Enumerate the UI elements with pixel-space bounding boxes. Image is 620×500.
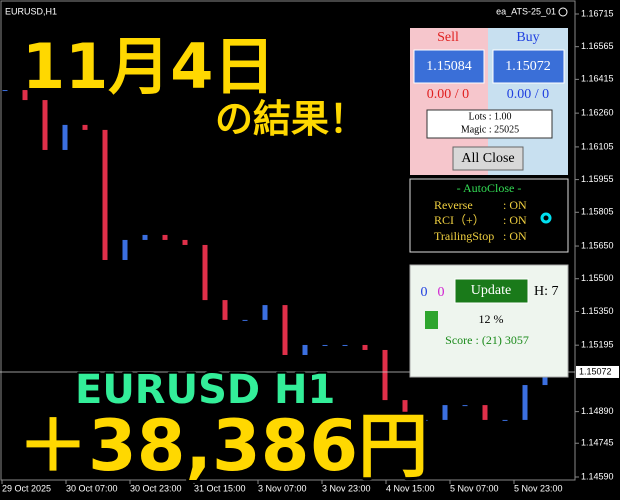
x-tick-label: 3 Nov 07:00 bbox=[258, 483, 307, 493]
candle bbox=[22, 90, 28, 101]
y-tick-label: 1.15955 bbox=[581, 174, 614, 184]
candle bbox=[402, 400, 408, 420]
progress-block bbox=[425, 311, 438, 329]
y-tick-label: 1.16260 bbox=[581, 108, 614, 118]
profit-overlay: ＋38,386円 bbox=[18, 405, 428, 487]
x-tick-label: 4 Nov 15:00 bbox=[386, 483, 435, 493]
result-overlay: の結果！ bbox=[215, 97, 367, 141]
sell-price[interactable]: 1.15084 bbox=[426, 59, 472, 74]
rule-name: Reverse bbox=[434, 198, 473, 212]
candle bbox=[442, 405, 448, 420]
candle bbox=[182, 239, 188, 245]
y-tick-label: 1.15350 bbox=[581, 306, 614, 316]
rule-name: RCI（+） bbox=[434, 213, 485, 227]
rule-state: : ON bbox=[503, 229, 527, 243]
update-label[interactable]: Update bbox=[471, 283, 511, 298]
candle bbox=[262, 305, 268, 320]
candle bbox=[62, 124, 68, 150]
price-chart: 1.16715 1.16565 1.16415 1.16260 1.16105 1.159… bbox=[0, 8, 619, 493]
y-tick-label: 1.14745 bbox=[581, 438, 614, 448]
autoclose-title: - AutoClose - bbox=[457, 181, 522, 195]
chart-frame bbox=[0, 0, 576, 481]
candle bbox=[242, 319, 248, 321]
buy-button[interactable] bbox=[492, 49, 565, 84]
rule-state: : ON bbox=[503, 213, 527, 227]
current-price-box bbox=[576, 365, 619, 378]
magic: Magic : 25025 bbox=[461, 124, 519, 135]
status-indicator bbox=[540, 212, 552, 224]
candle bbox=[2, 90, 8, 92]
candle bbox=[162, 234, 168, 240]
y-tick-label: 1.16105 bbox=[581, 141, 614, 151]
sell-button[interactable] bbox=[413, 49, 485, 84]
smiley bbox=[558, 7, 568, 17]
x-tick-label: 5 Nov 07:00 bbox=[450, 483, 499, 493]
candle bbox=[82, 124, 88, 130]
y-tick-label: 1.16715 bbox=[581, 8, 614, 18]
candle bbox=[42, 100, 48, 150]
candle bbox=[322, 344, 328, 346]
candle bbox=[502, 419, 508, 421]
sell-pl: 0.00 / 0 bbox=[427, 87, 469, 102]
candle bbox=[362, 344, 368, 350]
candle bbox=[282, 305, 288, 355]
percent: 12 % bbox=[479, 312, 504, 326]
x-tick-label: 30 Oct 23:00 bbox=[130, 483, 182, 493]
hours: H: 7 bbox=[534, 284, 559, 299]
x-tick-label: 3 Nov 23:00 bbox=[322, 483, 371, 493]
y-tick-label: 1.15650 bbox=[581, 240, 614, 250]
candle bbox=[142, 234, 148, 240]
all-close-button[interactable] bbox=[452, 146, 524, 171]
x-tick-label: 31 Oct 15:00 bbox=[194, 483, 246, 493]
buy-pl: 0.00 / 0 bbox=[507, 87, 549, 102]
buy-label: Buy bbox=[516, 30, 539, 45]
y-tick-label: 1.15195 bbox=[581, 340, 614, 350]
x-tick-label: 29 Oct 2025 bbox=[2, 483, 51, 493]
y-tick-label: 1.16415 bbox=[581, 74, 614, 84]
candle bbox=[382, 349, 388, 401]
symbol: EURUSD,H1 bbox=[5, 6, 57, 16]
y-tick-label: 1.16565 bbox=[581, 41, 614, 51]
current-price-label: 1.15072 bbox=[579, 366, 612, 376]
candle bbox=[102, 129, 108, 260]
y-tick-label: 1.14590 bbox=[581, 471, 614, 481]
candle bbox=[222, 300, 228, 320]
score: Score : (21) 3057 bbox=[445, 333, 529, 347]
candle bbox=[422, 419, 428, 421]
candle bbox=[122, 239, 128, 260]
lots: Lots : 1.00 bbox=[468, 111, 511, 122]
candle bbox=[342, 344, 348, 346]
rule-state: : ON bbox=[503, 198, 527, 212]
candle bbox=[522, 385, 528, 420]
info-box bbox=[426, 109, 553, 139]
candle bbox=[462, 405, 468, 407]
count-a: 0 bbox=[421, 285, 428, 300]
sell-label: Sell bbox=[437, 30, 459, 45]
y-tick-label: 1.15805 bbox=[581, 207, 614, 217]
candle bbox=[302, 344, 308, 355]
candle bbox=[482, 405, 488, 420]
candle bbox=[542, 375, 548, 386]
buy-price[interactable]: 1.15072 bbox=[505, 59, 551, 74]
x-tick-label: 5 Nov 23:00 bbox=[514, 483, 563, 493]
candle bbox=[202, 244, 208, 301]
date-overlay: 11月4日 bbox=[22, 30, 275, 103]
all-close-label[interactable]: All Close bbox=[461, 151, 514, 166]
rule-name: TrailingStop bbox=[434, 229, 494, 243]
y-tick-label: 1.14890 bbox=[581, 406, 614, 416]
pair-overlay: EURUSD H1 bbox=[75, 367, 335, 413]
y-tick-label: 1.15500 bbox=[581, 273, 614, 283]
x-tick-label: 30 Oct 07:00 bbox=[66, 483, 118, 493]
count-b: 0 bbox=[438, 285, 445, 300]
update-button[interactable] bbox=[454, 278, 529, 304]
ea-name: ea_ATS-25_01 bbox=[496, 6, 556, 16]
